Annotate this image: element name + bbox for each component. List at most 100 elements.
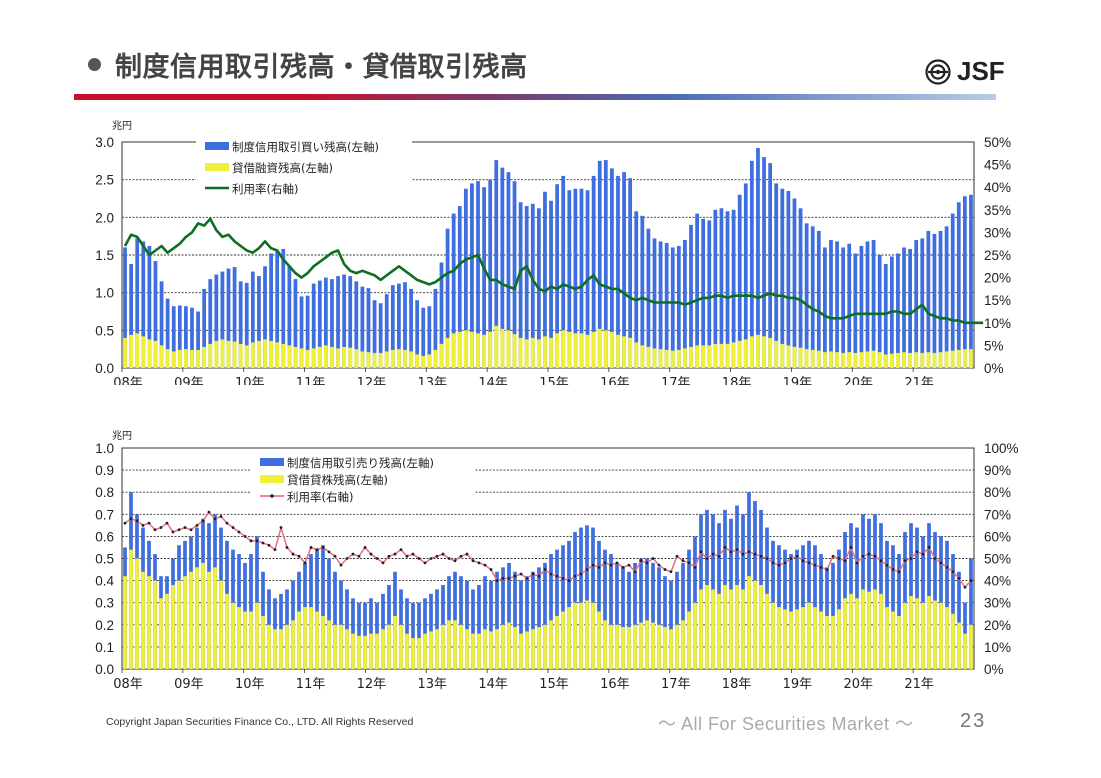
bar-balance <box>275 251 280 368</box>
bar-loan <box>543 624 547 669</box>
line-marker <box>267 543 271 547</box>
bar-balance <box>908 248 912 368</box>
bar-loan <box>627 627 631 669</box>
bar-balance <box>470 183 474 368</box>
bar-balance <box>135 238 140 368</box>
bar-balance <box>786 190 791 368</box>
bar-balance <box>859 245 864 368</box>
bar-balance <box>658 241 663 368</box>
bar-balance <box>323 277 328 368</box>
bar-loan <box>330 346 334 368</box>
bar-loan <box>867 591 871 669</box>
bar-loan <box>683 348 687 368</box>
line-marker <box>429 557 433 560</box>
y-tick-label: 0.2 <box>95 618 114 633</box>
line-marker <box>633 570 637 574</box>
line-marker <box>615 561 619 565</box>
bar-balance <box>360 286 365 368</box>
bar-balance <box>555 184 560 368</box>
line-marker <box>573 574 577 578</box>
line-marker <box>741 552 745 556</box>
bar-loan <box>908 352 912 368</box>
bar-balance <box>287 266 292 368</box>
line-marker <box>495 579 499 582</box>
bar-loan <box>837 609 841 669</box>
line-marker <box>567 579 571 582</box>
bar-balance <box>756 148 760 368</box>
bar-balance <box>445 228 450 368</box>
bar-balance <box>315 549 319 669</box>
bar-loan <box>482 334 486 368</box>
bar-balance <box>415 300 420 368</box>
bar-loan <box>483 629 487 669</box>
bar-loan <box>513 627 517 669</box>
line-marker <box>165 521 169 525</box>
bar-loan <box>543 336 547 368</box>
line-marker <box>441 552 445 556</box>
bar-loan <box>207 571 211 669</box>
line-marker <box>273 548 277 552</box>
bar-loan <box>567 607 571 669</box>
bar-loan <box>285 624 289 669</box>
bar-loan <box>459 624 463 669</box>
bar-loan <box>759 585 763 669</box>
bar-loan <box>711 589 715 669</box>
bar-balance <box>713 209 718 368</box>
bar-loan <box>849 593 853 669</box>
bar-balance <box>883 264 888 368</box>
bar-balance <box>669 580 673 669</box>
bar-loan <box>807 602 811 669</box>
bar-loan <box>579 602 583 669</box>
legend-label: 制度信用取引買い残高(左軸) <box>232 140 379 154</box>
x-tick-label: 20年 <box>844 677 874 692</box>
line-marker <box>399 548 403 552</box>
bar-loan <box>591 602 595 669</box>
bar-loan <box>255 602 259 669</box>
bar-loan <box>453 620 457 669</box>
bar-balance <box>743 183 748 368</box>
chart-sell-balance: 0.0 0.1 0.2 0.3 0.4 0.5 0.6 0.7 0.8 0.9 1.0 0% 10% 20… <box>95 430 1018 692</box>
bar-balance <box>190 307 194 368</box>
bar-loan <box>445 337 450 368</box>
bar-loan <box>261 615 265 669</box>
bar-balance <box>719 208 724 368</box>
line-marker <box>885 563 889 567</box>
line-marker <box>549 572 553 576</box>
bar-loan <box>861 589 865 669</box>
bar-balance <box>707 220 712 368</box>
bar-balance <box>621 567 625 669</box>
bar-loan <box>525 631 529 669</box>
bar-balance <box>397 283 401 368</box>
bar-loan <box>705 585 709 669</box>
bar-loan <box>153 340 158 368</box>
bar-loan <box>123 576 127 669</box>
line-marker <box>693 565 697 569</box>
bar-balance <box>774 183 779 368</box>
line-marker <box>831 554 835 558</box>
line-marker <box>159 526 163 529</box>
line-marker <box>789 557 793 560</box>
bar-loan <box>831 615 835 669</box>
bar-loan <box>226 340 231 368</box>
bar-loan <box>457 331 462 368</box>
bar-loan <box>202 346 207 368</box>
bar-loan <box>932 352 937 368</box>
bar-loan <box>621 627 625 669</box>
y-tick-label: 3.0 <box>95 135 114 150</box>
line-marker <box>357 554 361 558</box>
bar-loan <box>470 331 474 368</box>
bar-balance <box>549 554 553 669</box>
bar-balance <box>421 307 426 368</box>
page-title: 制度信用取引残高・貸借取引残高 <box>115 51 528 83</box>
bar-loan <box>615 624 619 669</box>
bar-loan <box>141 336 146 368</box>
line-marker <box>417 557 421 560</box>
bar-balance <box>483 576 487 669</box>
bar-loan <box>243 611 247 669</box>
bar-balance <box>957 571 961 669</box>
bar-balance <box>798 208 803 368</box>
bar-loan <box>393 615 397 669</box>
bar-balance <box>645 558 649 669</box>
bar-loan <box>723 585 727 669</box>
bar-loan <box>317 346 322 368</box>
